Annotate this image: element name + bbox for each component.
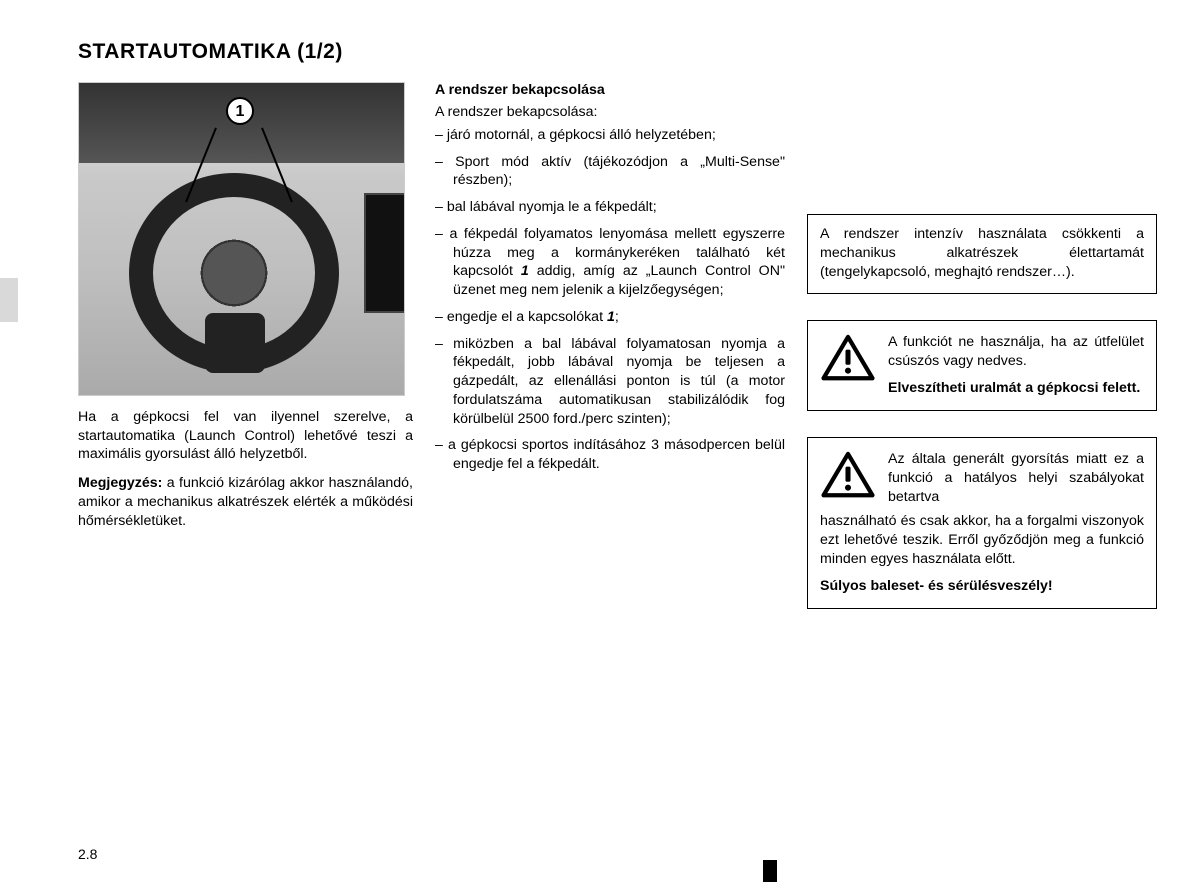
step-item: a gépkocsi sportos indításához 3 másodpe… — [435, 436, 785, 473]
note-label: Megjegyzés: — [78, 475, 162, 491]
warning-box-1: A funkciót ne használja, ha az útfelület… — [807, 320, 1157, 412]
warning-2-line-2: Súlyos baleset- és sérülésveszély! — [820, 577, 1144, 596]
warning-1-line-1: A funkciót ne használja, ha az útfelület… — [888, 333, 1144, 371]
warning-text: Az általa generált gyorsítás miatt ez a … — [888, 450, 1144, 508]
step-item: bal lábával nyomja le a fékpedált; — [435, 198, 785, 217]
warning-box-2: Az általa generált gyorsítás miatt ez a … — [807, 437, 1157, 609]
column-2: A rendszer bekapcsolása A rendszer bekap… — [435, 82, 785, 635]
warning-text: A funkciót ne használja, ha az útfelület… — [888, 333, 1144, 399]
page-number: 2.8 — [78, 846, 97, 862]
left-margin-tab — [0, 278, 18, 322]
footer-mark — [763, 860, 777, 882]
note-paragraph: Megjegyzés: a funkció kizárólag akkor ha… — [78, 474, 413, 530]
steps-intro: A rendszer bekapcsolása: — [435, 104, 785, 120]
warning-icon — [820, 450, 876, 500]
manual-page: STARTAUTOMATIKA (1/2) 1 40786 Ha a gépko… — [0, 0, 1200, 888]
infotainment-shape — [364, 193, 405, 313]
section-heading: A rendszer bekapcsolása — [435, 82, 785, 98]
wheel-spoke-shape — [205, 313, 265, 373]
step-item: a fékpedál folyamatos lenyomása mellett … — [435, 225, 785, 300]
info-box: A rendszer intenzív használata csökkenti… — [807, 214, 1157, 294]
content-columns: 1 40786 Ha a gépkocsi fel van ilyennel s… — [78, 82, 1162, 635]
warning-row: Az általa generált gyorsítás miatt ez a … — [820, 450, 1144, 508]
spacer — [807, 82, 1157, 214]
column-1: 1 40786 Ha a gépkocsi fel van ilyennel s… — [78, 82, 413, 635]
steering-wheel-figure: 1 40786 — [78, 82, 405, 396]
intro-paragraph: Ha a gépkocsi fel van ilyennel szerelve,… — [78, 408, 413, 464]
column-3: A rendszer intenzív használata csökkenti… — [807, 82, 1157, 635]
steps-list: járó motornál, a gépkocsi álló helyzetéb… — [435, 126, 785, 474]
callout-number-1: 1 — [226, 97, 254, 125]
step-item: járó motornál, a gépkocsi álló helyzetéb… — [435, 126, 785, 145]
warning-2-rest: használható és csak akkor, ha a forgalmi… — [820, 512, 1144, 570]
warning-1-line-2: Elveszítheti uralmát a gépkocsi felett. — [888, 379, 1144, 398]
page-title: STARTAUTOMATIKA (1/2) — [78, 40, 1162, 64]
info-box-text: A rendszer intenzív használata csökkenti… — [820, 226, 1144, 280]
step-item: engedje el a kapcsolókat 1; — [435, 308, 785, 327]
step-item: miközben a bal lábával folyamatosan nyom… — [435, 335, 785, 429]
warning-row: A funkciót ne használja, ha az útfelület… — [820, 333, 1144, 399]
warning-icon — [820, 333, 876, 383]
warning-2-start: Az általa generált gyorsítás miatt ez a … — [888, 450, 1144, 508]
step-item: Sport mód aktív (tájékozódjon a „Multi-S… — [435, 153, 785, 190]
warning-2-continued: használható és csak akkor, ha a forgalmi… — [820, 512, 1144, 597]
